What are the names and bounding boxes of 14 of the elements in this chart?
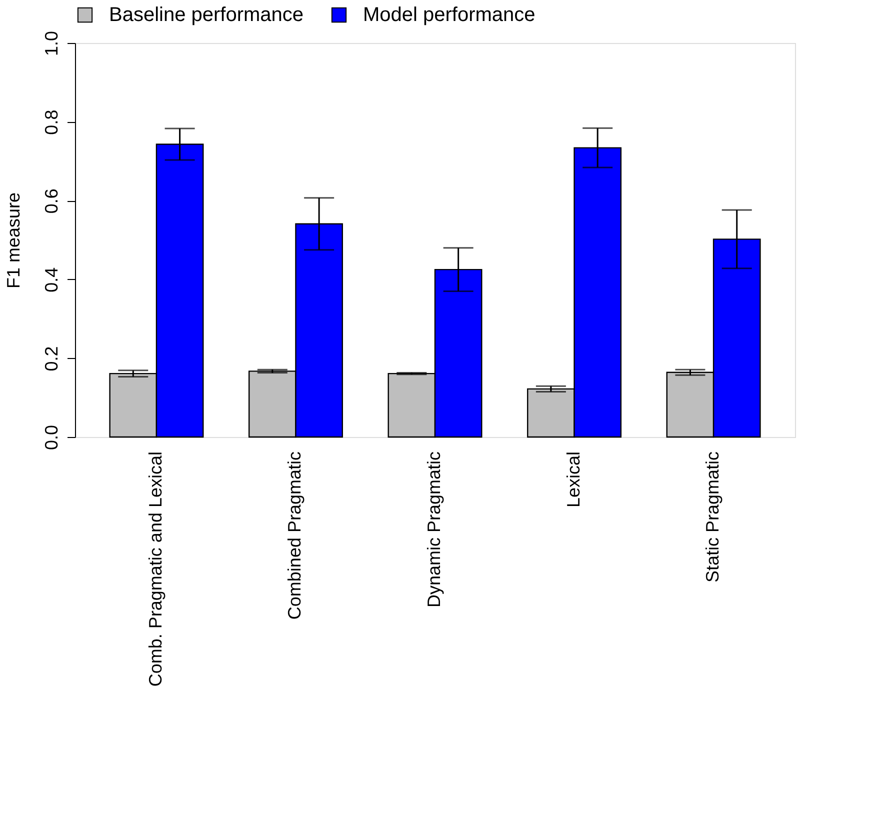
- x-tick-label: Combined Pragmatic: [284, 452, 305, 620]
- legend-label: Baseline performance: [109, 4, 304, 26]
- y-tick-label: 0.6: [42, 188, 62, 214]
- y-tick-label: 0.8: [42, 110, 62, 135]
- x-tick-label: Dynamic Pragmatic: [424, 452, 444, 608]
- y-axis-title: F1 measure: [4, 192, 24, 289]
- y-tick-label: 0.4: [42, 267, 62, 292]
- x-tick-label: Lexical: [563, 452, 584, 508]
- x-tick-label: Comb. Pragmatic and Lexical: [145, 452, 166, 687]
- legend-label: Model performance: [363, 4, 536, 26]
- x-tick-label: Static Pragmatic: [702, 452, 723, 583]
- y-tick-label: 0.0: [42, 424, 62, 450]
- y-tick-label: 0.2: [42, 346, 62, 372]
- y-tick-label: 1.0: [42, 30, 62, 56]
